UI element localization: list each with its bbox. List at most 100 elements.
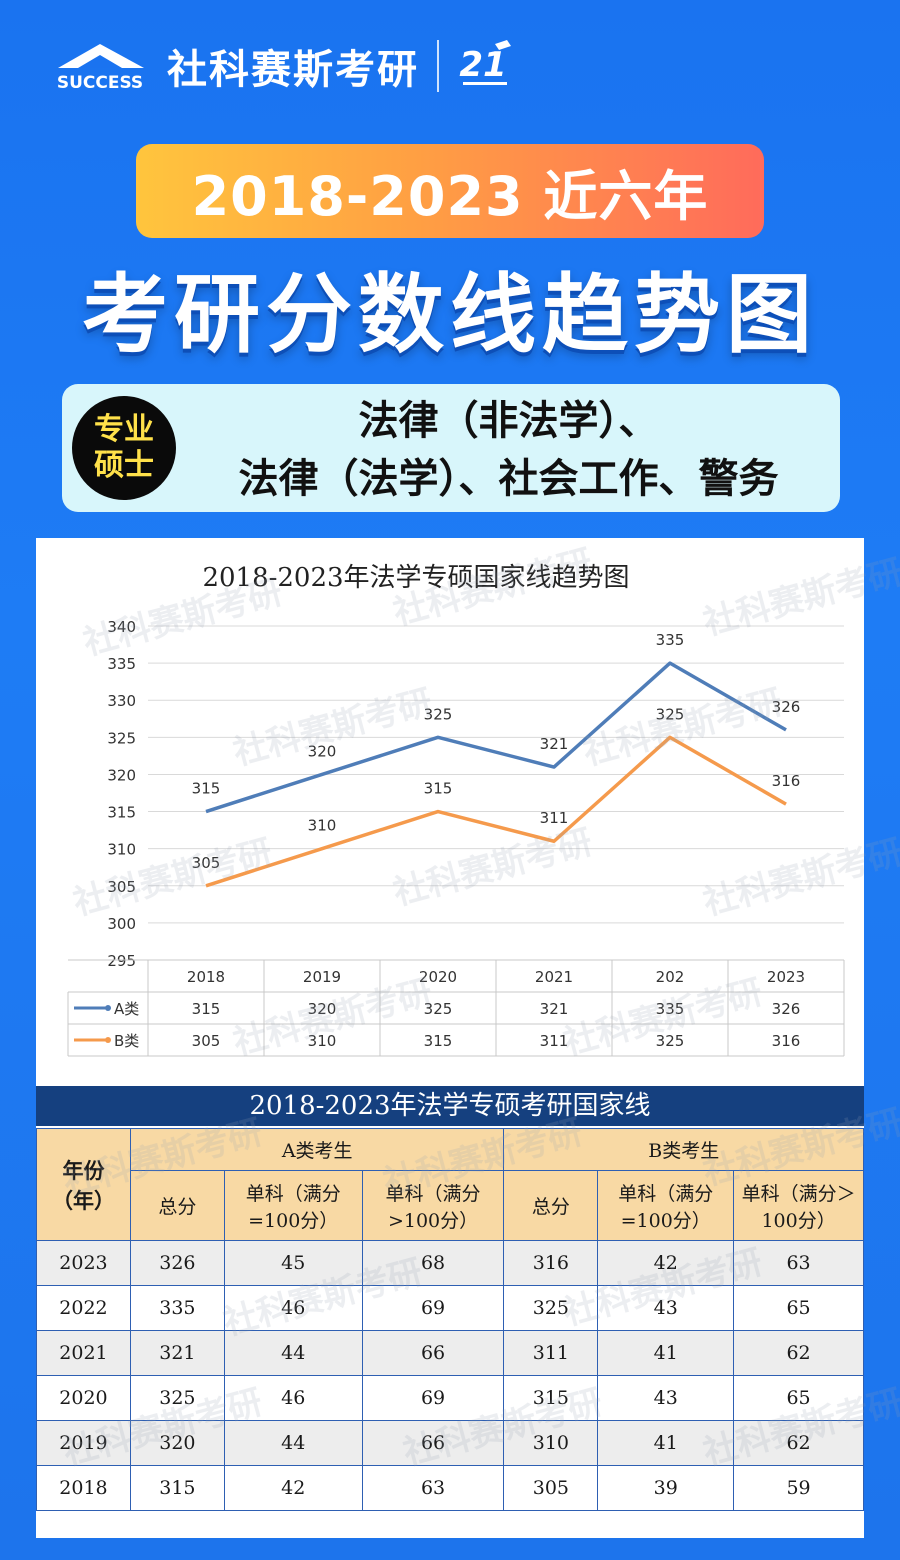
header-year: 年份（年） xyxy=(36,1128,131,1241)
table-row: 2019 320 44 66 310 41 62 xyxy=(36,1420,864,1466)
y-tick-label: 335 xyxy=(107,655,136,673)
table-cell-a-total: 325 xyxy=(129,1375,225,1421)
y-tick-label: 320 xyxy=(107,766,136,784)
degree-type-badge: 专业 硕士 xyxy=(72,396,176,500)
data-table-cell: 315 xyxy=(424,1032,453,1050)
data-table-cell: 320 xyxy=(308,1000,337,1018)
chart-title: 2018-2023年法学专硕国家线趋势图 xyxy=(202,563,629,593)
badge-number: 21 xyxy=(459,45,506,85)
data-table-cell: 316 xyxy=(772,1032,801,1050)
table-cell-year: 2021 xyxy=(36,1330,131,1376)
x-tick-label: 2019 xyxy=(303,968,341,986)
header-a-single-100: 单科（满分=100分） xyxy=(223,1170,363,1241)
table-cell-b-sgt: 59 xyxy=(733,1465,864,1511)
header-a-total: 总分 xyxy=(129,1170,225,1241)
subject-list: 法律（非法学）、 法律（法学）、社会工作、警务 xyxy=(187,392,830,508)
trend-chart: 2018-2023年法学专硕国家线趋势图 295 300 305 310 315 320 3… xyxy=(67,563,845,1057)
table-cell-year: 2018 xyxy=(36,1465,131,1511)
logo-text: SUCCESS xyxy=(57,73,143,93)
header-b-single-gt100: 单科（满分＞100分） xyxy=(733,1170,864,1241)
header-b-total: 总分 xyxy=(503,1170,599,1241)
table-cell-b-s100: 41 xyxy=(597,1330,735,1376)
content-panel: 2018-2023年法学专硕国家线趋势图 295 300 305 310 315 320 3… xyxy=(36,538,864,1538)
y-tick-label: 315 xyxy=(107,804,136,822)
table-cell-a-sgt: 69 xyxy=(361,1375,505,1421)
y-tick-label: 340 xyxy=(107,618,136,636)
table-cell-year: 2019 xyxy=(36,1420,131,1466)
x-tick-label: 2018 xyxy=(187,968,225,986)
y-tick-label: 330 xyxy=(107,692,136,710)
table-cell-a-s100: 44 xyxy=(223,1330,363,1376)
legend-marker xyxy=(105,1037,111,1043)
data-label: 305 xyxy=(192,854,221,872)
table-cell-a-total: 335 xyxy=(129,1285,225,1331)
table-cell-year: 2022 xyxy=(36,1285,131,1331)
data-label: 325 xyxy=(424,705,453,723)
table-cell-b-total: 305 xyxy=(503,1465,599,1511)
legend-label: B类 xyxy=(114,1032,139,1050)
badge-line-2: 硕士 xyxy=(94,448,154,483)
table-cell-a-sgt: 63 xyxy=(361,1465,505,1511)
data-table-cell: 325 xyxy=(424,1000,453,1018)
table-cell-b-s100: 43 xyxy=(597,1375,735,1421)
table-row: 2021 321 44 66 311 41 62 xyxy=(36,1330,864,1376)
x-tick-label: 202 xyxy=(656,968,685,986)
year-range-ribbon: 2018-2023 近六年 xyxy=(136,144,764,238)
subject-line-1: 法律（非法学）、 xyxy=(358,397,659,444)
data-table-cell: 310 xyxy=(308,1032,337,1050)
y-tick-label: 310 xyxy=(107,841,136,859)
table-cell-year: 2023 xyxy=(36,1240,131,1286)
table-cell-b-total: 311 xyxy=(503,1330,599,1376)
table-cell-a-total: 315 xyxy=(129,1465,225,1511)
table-cell-a-sgt: 66 xyxy=(361,1420,505,1466)
data-label: 321 xyxy=(540,735,569,753)
table-cell-b-sgt: 63 xyxy=(733,1240,864,1286)
table-cell-a-total: 320 xyxy=(129,1420,225,1466)
table-cell-b-s100: 43 xyxy=(597,1285,735,1331)
data-label: 311 xyxy=(540,809,569,827)
table-cell-b-total: 316 xyxy=(503,1240,599,1286)
table-cell-a-s100: 45 xyxy=(223,1240,363,1286)
table-cell-a-total: 326 xyxy=(129,1240,225,1286)
y-tick-label: 300 xyxy=(107,915,136,933)
subject-box: 专业 硕士 法律（非法学）、 法律（法学）、社会工作、警务 xyxy=(62,384,840,512)
x-tick-label: 2023 xyxy=(767,968,805,986)
series-line-a xyxy=(205,661,787,814)
data-label: 325 xyxy=(656,705,685,723)
table-cell-a-s100: 46 xyxy=(223,1285,363,1331)
header-group-b: B类考生 xyxy=(503,1128,864,1171)
table-row: 2020 325 46 69 315 43 65 xyxy=(36,1375,864,1421)
brand-header: SUCCESS 社科赛斯考研 21 xyxy=(48,36,513,96)
header-a-single-gt100: 单科（满分>100分） xyxy=(361,1170,505,1241)
success-logo-icon: SUCCESS xyxy=(57,44,144,93)
table-cell-a-s100: 46 xyxy=(223,1375,363,1421)
table-cell-b-s100: 39 xyxy=(597,1465,735,1511)
badge-line-1: 专业 xyxy=(94,412,154,447)
brand-name: 社科赛斯考研 xyxy=(167,47,419,93)
table-cell-b-total: 325 xyxy=(503,1285,599,1331)
data-table-cell: 315 xyxy=(192,1000,221,1018)
table-row: 2018 315 42 63 305 39 59 xyxy=(36,1465,864,1511)
table-row: 2023 326 45 68 316 42 63 xyxy=(36,1240,864,1286)
table-cell-a-total: 321 xyxy=(129,1330,225,1376)
data-table-cell: 325 xyxy=(656,1032,685,1050)
y-tick-label: 305 xyxy=(107,878,136,896)
table-cell-a-sgt: 69 xyxy=(361,1285,505,1331)
data-label: 315 xyxy=(192,780,221,798)
legend-marker xyxy=(105,1005,111,1011)
y-tick-label: 295 xyxy=(107,952,136,970)
table-cell-b-sgt: 62 xyxy=(733,1330,864,1376)
header-b-single-100: 单科（满分=100分） xyxy=(597,1170,735,1241)
series-line-b xyxy=(205,735,787,888)
table-cell-b-s100: 42 xyxy=(597,1240,735,1286)
score-table: 年份（年） A类考生 B类考生 总分 单科（满分=100分） 单科（满分>100… xyxy=(36,1128,864,1511)
table-cell-a-s100: 42 xyxy=(223,1465,363,1511)
data-table-cell: 335 xyxy=(656,1000,685,1018)
table-cell-b-sgt: 65 xyxy=(733,1285,864,1331)
table-cell-a-sgt: 68 xyxy=(361,1240,505,1286)
data-table-cell: 305 xyxy=(192,1032,221,1050)
subject-line-2: 法律（法学）、社会工作、警务 xyxy=(238,455,779,502)
table-cell-b-sgt: 62 xyxy=(733,1420,864,1466)
table-cell-a-s100: 44 xyxy=(223,1420,363,1466)
